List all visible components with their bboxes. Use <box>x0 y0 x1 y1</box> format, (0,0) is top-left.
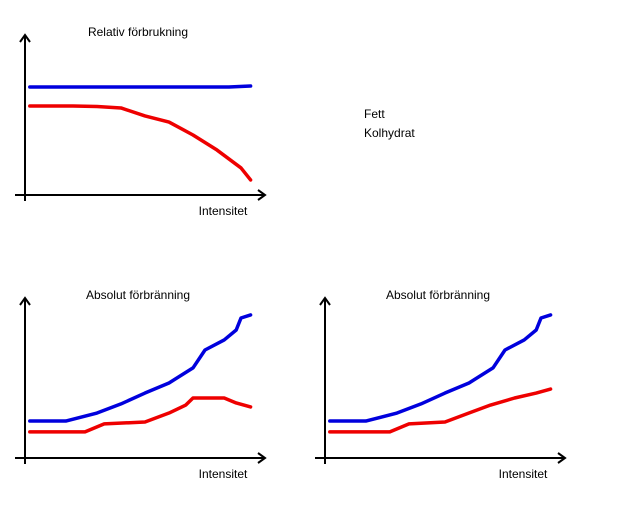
data-line <box>28 396 253 434</box>
data-line <box>28 84 253 89</box>
x-axis <box>15 452 267 464</box>
x-axis <box>15 189 267 201</box>
x-axis <box>315 452 567 464</box>
x-axis-label: Intensitet <box>199 467 248 481</box>
chart-title: Relativ förbrukning <box>88 25 188 39</box>
legend-entry: Kolhydrat <box>364 126 415 140</box>
legend-entry: Fett <box>364 107 385 121</box>
y-axis <box>19 296 31 464</box>
chart-title: Absolut förbränning <box>86 288 190 302</box>
data-line <box>28 313 253 423</box>
y-axis <box>19 33 31 201</box>
x-axis-label: Intensitet <box>499 467 548 481</box>
y-axis <box>319 296 331 464</box>
chart-title: Absolut förbränning <box>386 288 490 302</box>
data-line <box>328 387 553 434</box>
x-axis-label: Intensitet <box>199 204 248 218</box>
data-line <box>328 313 553 423</box>
data-line <box>28 104 253 182</box>
